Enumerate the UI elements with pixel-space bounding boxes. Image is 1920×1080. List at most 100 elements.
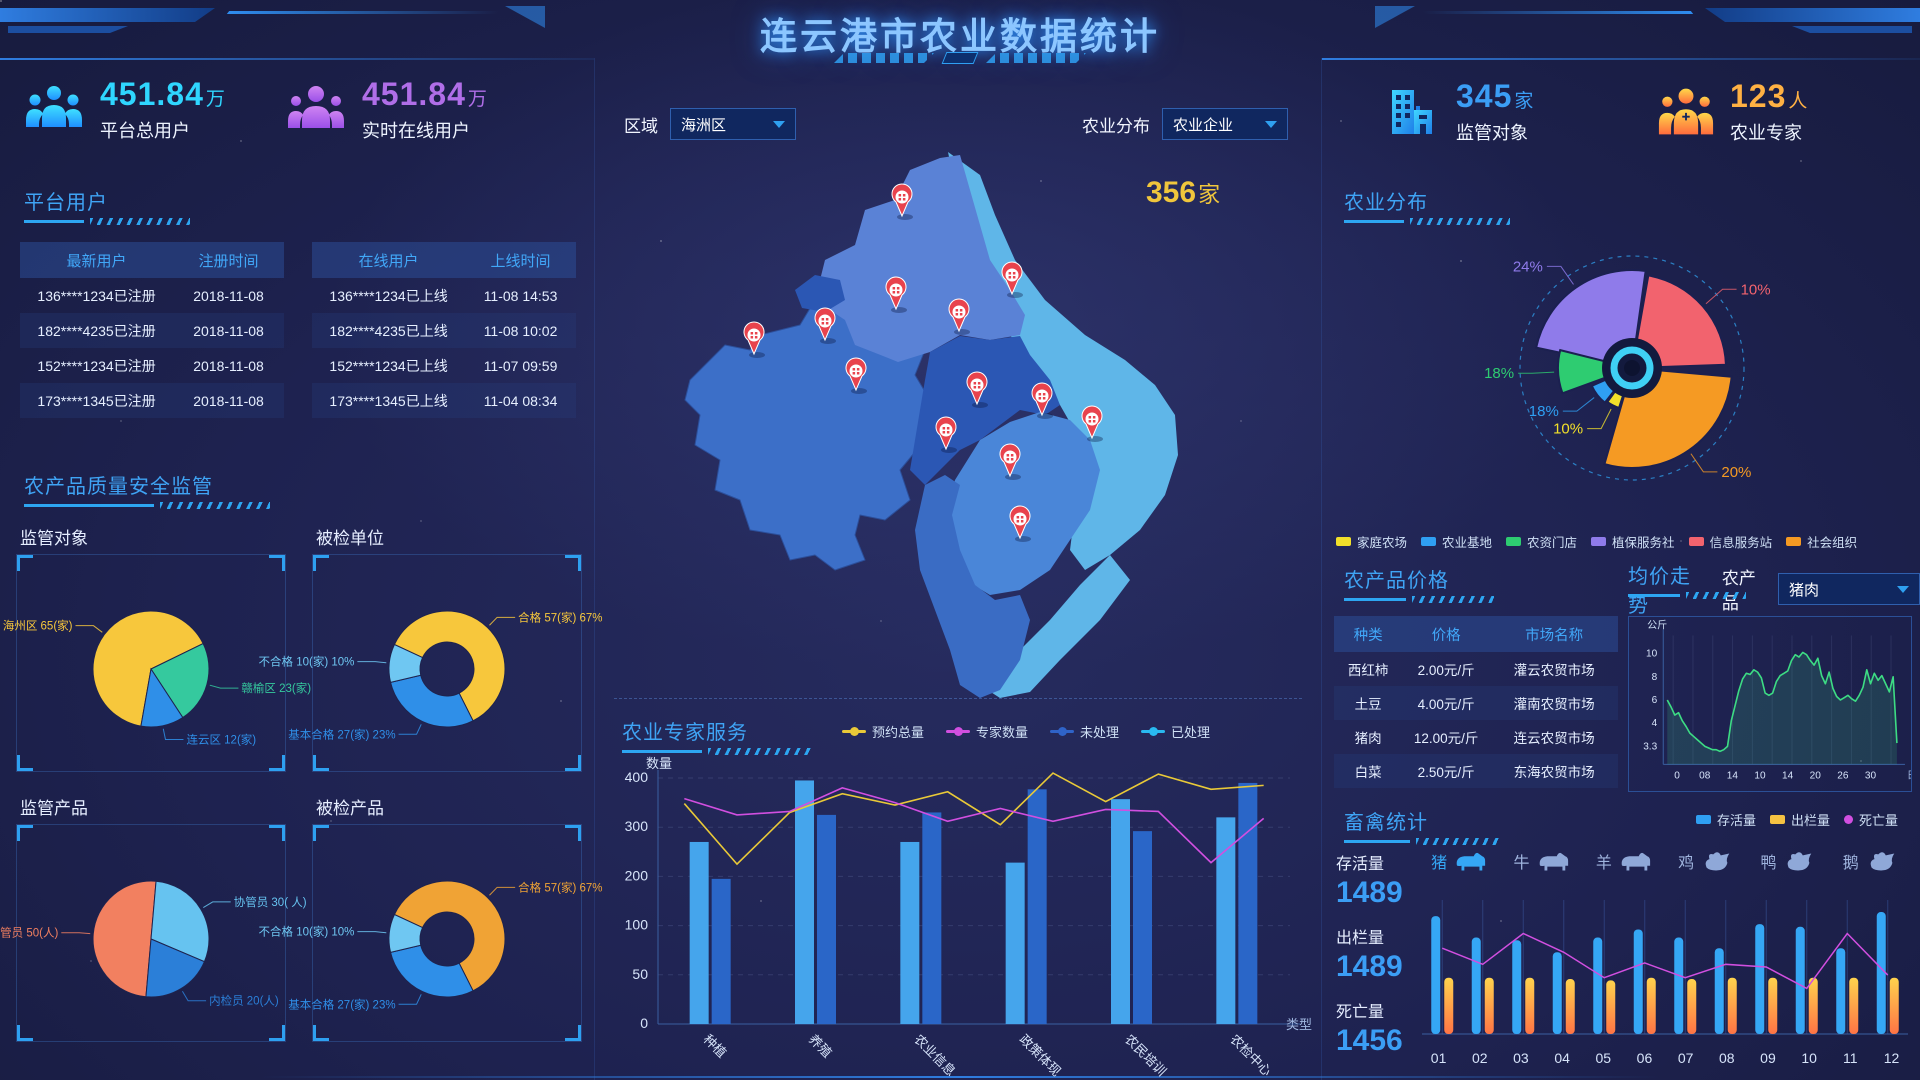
pie-slice-合格[interactable] xyxy=(393,610,506,722)
col-header: 价格 xyxy=(1431,627,1461,644)
map-region-south[interactable] xyxy=(915,475,1030,698)
tab-animal-duck[interactable]: 鸭 xyxy=(1747,848,1829,874)
bar-out[interactable] xyxy=(1525,977,1535,1034)
bar-alive[interactable] xyxy=(1674,937,1684,1034)
legend-item[interactable]: 社会组织 xyxy=(1786,532,1857,551)
online-users-icon xyxy=(288,85,344,128)
bar-alive[interactable] xyxy=(1552,952,1562,1034)
pie-slice-基本合格[interactable] xyxy=(389,944,474,998)
map-pin[interactable] xyxy=(1009,505,1031,542)
map-pin[interactable] xyxy=(891,183,913,220)
pie-slice-赣榆区[interactable] xyxy=(150,642,210,719)
tab-animal-goose[interactable]: 鹅 xyxy=(1830,848,1912,874)
map-pin[interactable] xyxy=(948,298,970,335)
pie-slice-基本合格[interactable] xyxy=(389,674,474,728)
pie-slice-内检员[interactable] xyxy=(145,938,206,998)
tab-animal-cow[interactable]: 牛 xyxy=(1500,848,1582,874)
category-label: 养殖 xyxy=(806,1032,835,1061)
map-region-coast[interactable] xyxy=(948,152,1178,570)
bar-alive[interactable] xyxy=(1714,948,1724,1034)
pie-slice-不合格[interactable] xyxy=(388,643,424,683)
legend-item[interactable]: 植保服务社 xyxy=(1591,532,1675,551)
bar-processed[interactable] xyxy=(1111,799,1130,1024)
map-region-north[interactable] xyxy=(815,155,1025,362)
pie-slice-合格[interactable] xyxy=(393,880,506,992)
svg-text:400: 400 xyxy=(625,769,649,785)
bar-out[interactable] xyxy=(1889,977,1899,1034)
map-pin[interactable] xyxy=(999,443,1021,480)
map-pin[interactable] xyxy=(845,357,867,394)
bar-alive[interactable] xyxy=(1471,937,1481,1034)
legend-item[interactable]: 家庭农场 xyxy=(1336,532,1407,551)
rose-slice-农资门店[interactable] xyxy=(1557,348,1636,395)
bar-out[interactable] xyxy=(1849,977,1859,1034)
map-pin[interactable] xyxy=(966,371,988,408)
legend-item[interactable]: 未处理 xyxy=(1050,722,1119,741)
map-pin[interactable] xyxy=(885,276,907,313)
product-select[interactable]: 猪肉 xyxy=(1778,573,1920,605)
bar-out[interactable] xyxy=(1687,979,1697,1034)
bar-out[interactable] xyxy=(1646,977,1656,1034)
tab-animal-sheep[interactable]: 羊 xyxy=(1583,848,1665,874)
bar-unprocessed[interactable] xyxy=(1238,782,1258,1024)
legend-item[interactable]: 死亡量 xyxy=(1843,810,1898,829)
legend-item[interactable]: 存活量 xyxy=(1695,810,1756,829)
svg-text:14: 14 xyxy=(1727,771,1739,782)
bar-alive[interactable] xyxy=(1795,926,1805,1034)
map-region-small[interactable] xyxy=(795,275,845,312)
legend-item[interactable]: 专家数量 xyxy=(946,722,1028,741)
bar-unprocessed[interactable] xyxy=(1133,831,1152,1024)
bar-out[interactable] xyxy=(1768,977,1778,1034)
stat-label: 平台总用户 xyxy=(100,121,190,141)
bar-alive[interactable] xyxy=(1755,924,1765,1034)
distribution-select[interactable]: 农业企业 xyxy=(1162,108,1288,140)
legend-item[interactable]: 已处理 xyxy=(1141,722,1210,741)
map-region-center[interactable] xyxy=(910,336,1060,485)
rose-percent-label: 18% xyxy=(1529,403,1559,420)
legend-item[interactable]: 信息服务站 xyxy=(1688,532,1772,551)
bar-alive[interactable] xyxy=(1836,948,1846,1034)
legend-item[interactable]: 出栏量 xyxy=(1769,810,1830,829)
map-pin[interactable] xyxy=(1081,405,1103,442)
map-pin[interactable] xyxy=(1001,261,1023,298)
bar-out[interactable] xyxy=(1727,977,1737,1034)
bar-out[interactable] xyxy=(1565,979,1575,1034)
pie-slice-协管员[interactable] xyxy=(150,880,210,963)
bar-processed[interactable] xyxy=(1216,817,1236,1024)
pie-slice-海州区[interactable] xyxy=(92,610,204,727)
bar-out[interactable] xyxy=(1606,980,1616,1034)
region-select[interactable]: 海洲区 xyxy=(670,108,796,140)
bar-unprocessed[interactable] xyxy=(711,878,731,1024)
bar-processed[interactable] xyxy=(795,780,814,1024)
map-region-southeast[interactable] xyxy=(945,412,1100,595)
map-pin[interactable] xyxy=(935,416,957,453)
bar-alive[interactable] xyxy=(1512,940,1522,1034)
rose-slice-信息服务站[interactable] xyxy=(1630,274,1727,370)
livestock-stat-dead: 死亡量 1456 xyxy=(1336,998,1403,1058)
bar-out[interactable] xyxy=(1808,977,1818,1034)
bar-unprocessed[interactable] xyxy=(817,814,836,1024)
tab-animal-pig[interactable]: 猪 xyxy=(1418,848,1500,874)
pie-slice-不合格[interactable] xyxy=(388,913,424,953)
pie-slice-监管员[interactable] xyxy=(92,880,157,998)
bar-alive[interactable] xyxy=(1431,916,1441,1034)
bar-alive[interactable] xyxy=(1633,929,1643,1034)
legend-item[interactable]: 农资门店 xyxy=(1506,532,1577,551)
bar-unprocessed[interactable] xyxy=(1027,789,1047,1024)
legend-item[interactable]: 预约总量 xyxy=(842,722,924,741)
section-agri-distribution: 农业分布 xyxy=(1344,192,1428,214)
bar-processed[interactable] xyxy=(1005,862,1025,1024)
bar-processed[interactable] xyxy=(900,841,920,1024)
map-pin[interactable] xyxy=(743,321,765,358)
tab-animal-chicken[interactable]: 鸡 xyxy=(1665,848,1747,874)
pie-slice-连云区[interactable] xyxy=(140,667,184,728)
bar-out[interactable] xyxy=(1484,977,1494,1034)
bar-unprocessed[interactable] xyxy=(922,812,942,1024)
map-pin[interactable] xyxy=(814,307,836,344)
bar-alive[interactable] xyxy=(1876,912,1886,1034)
bar-out[interactable] xyxy=(1444,977,1454,1034)
bar-processed[interactable] xyxy=(689,841,709,1024)
map-pin[interactable] xyxy=(1031,382,1053,419)
legend-item[interactable]: 农业基地 xyxy=(1421,532,1492,551)
bar-alive[interactable] xyxy=(1593,937,1603,1034)
